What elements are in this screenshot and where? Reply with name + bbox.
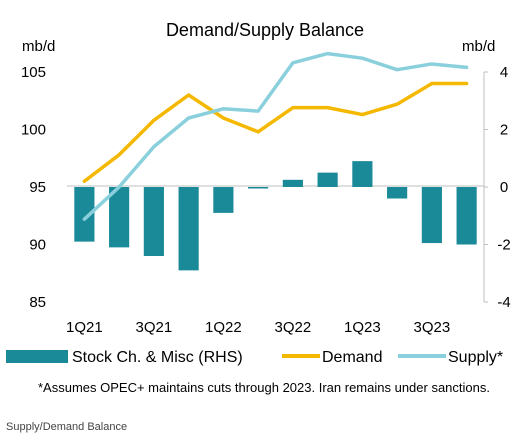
left-tick-label: 100 [21, 122, 46, 139]
x-tick-label: 3Q21 [136, 319, 173, 336]
line-series [82, 51, 469, 221]
bar-1q23 [352, 161, 373, 187]
x-axis-ticks: 1Q21 3Q21 1Q22 3Q22 1Q23 3Q23 [66, 319, 450, 336]
bar-4q21 [178, 187, 199, 271]
left-tick-label: 95 [29, 179, 46, 196]
bar-series [74, 161, 477, 271]
x-tick-label: 3Q23 [414, 319, 451, 336]
bar-4q22 [317, 172, 338, 187]
x-tick-label: 1Q22 [205, 319, 242, 336]
right-tick-label: 2 [500, 122, 508, 139]
x-tick-label: 3Q22 [275, 319, 312, 336]
chart: Demand/Supply Balance mb/d mb/d 85 90 95 10… [6, 20, 511, 366]
caption: Supply/Demand Balance [6, 421, 128, 433]
right-axis-ticks: -4 -2 0 2 4 [484, 64, 511, 311]
right-tick-label: -2 [497, 237, 510, 254]
supply-line [82, 51, 469, 221]
bar-2q22 [248, 187, 269, 189]
bar-2q21 [109, 187, 130, 248]
bar-1q22 [213, 187, 234, 213]
bar-1q21 [74, 187, 95, 242]
chart-title: Demand/Supply Balance [166, 20, 364, 40]
bar-3q21 [143, 187, 164, 256]
y-axis-label-left: mb/d [22, 38, 55, 55]
legend-label-stock: Stock Ch. & Misc (RHS) [72, 349, 243, 366]
bar-2q23 [387, 187, 408, 199]
x-tick-label: 1Q23 [344, 319, 381, 336]
demand-line [82, 81, 469, 183]
right-tick-label: 0 [500, 179, 508, 196]
left-tick-label: 90 [29, 237, 46, 254]
bar-3q22 [282, 179, 303, 187]
legend-swatch-stock [6, 350, 68, 363]
bar-4q23 [456, 187, 477, 245]
left-axis-ticks: 85 90 95 100 105 [21, 64, 46, 311]
legend-label-supply: Supply* [448, 349, 503, 366]
left-tick-label: 105 [21, 64, 46, 81]
x-tick-label: 1Q21 [66, 319, 103, 336]
legend-label-demand: Demand [322, 349, 382, 366]
right-tick-label: -4 [497, 294, 510, 311]
footnote: *Assumes OPEC+ maintains cuts through 20… [38, 380, 490, 395]
y-axis-label-right: mb/d [462, 38, 495, 55]
legend: Stock Ch. & Misc (RHS) Demand Supply* [6, 349, 503, 366]
left-tick-label: 85 [29, 294, 46, 311]
bar-3q23 [421, 187, 442, 244]
right-tick-label: 4 [500, 64, 508, 81]
